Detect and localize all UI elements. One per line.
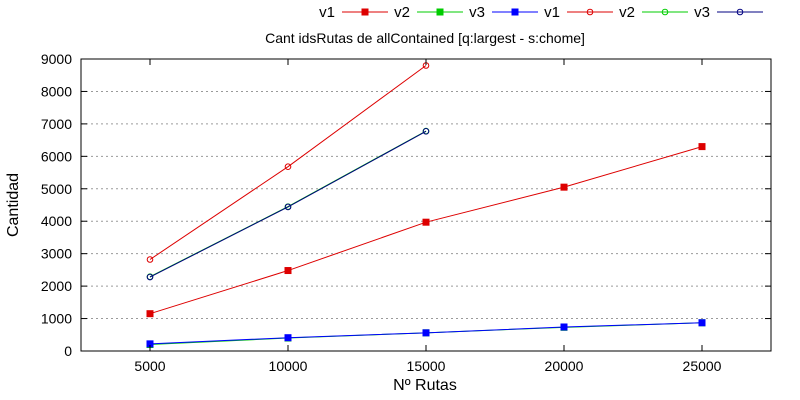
legend-marker — [511, 8, 519, 16]
data-point — [422, 329, 430, 337]
series-line — [149, 146, 703, 315]
series-line — [149, 65, 427, 260]
chart-title: Cant idsRutas de allContained [q:largest… — [265, 30, 585, 46]
series-6 — [146, 128, 430, 281]
series-3 — [146, 319, 706, 348]
legend-entry-6: v3 — [694, 4, 763, 21]
legend-label: v1 — [319, 4, 335, 21]
legend-entry-1: v1 — [319, 4, 388, 21]
x-tick-label: 25000 — [683, 358, 722, 374]
data-point — [284, 334, 292, 342]
legend-entry-3: v3 — [469, 4, 538, 21]
x-tick-label: 15000 — [407, 358, 446, 374]
legend-marker — [361, 8, 369, 16]
data-point — [698, 319, 706, 327]
series-1 — [146, 143, 706, 318]
legend-label: v3 — [694, 4, 710, 21]
series-line — [149, 130, 427, 278]
legend-label: v1 — [544, 4, 560, 21]
legend-label: v2 — [619, 4, 635, 21]
legend-entry-5: v2 — [619, 4, 688, 21]
data-point — [146, 340, 154, 348]
y-tick-label: 7000 — [41, 116, 72, 132]
y-axis: 0 1000 2000 3000 4000 5000 6000 7000 8000 9000 — [41, 51, 771, 359]
data-point — [146, 310, 154, 318]
legend-entry-4: v1 — [544, 4, 613, 21]
x-axis: 5000 10000 15000 20000 25000 — [134, 59, 722, 374]
data-point — [146, 273, 154, 281]
x-tick-label: 20000 — [545, 358, 584, 374]
y-tick-label: 2000 — [41, 278, 72, 294]
data-point — [422, 128, 430, 135]
data-point — [698, 143, 706, 151]
data-point — [422, 218, 430, 226]
y-tick-label: 5000 — [41, 181, 72, 197]
legend-marker — [586, 8, 594, 16]
y-tick-label: 3000 — [41, 246, 72, 262]
series-4 — [146, 62, 430, 263]
data-point — [284, 203, 292, 211]
data-point — [284, 163, 292, 171]
y-tick-label: 0 — [64, 343, 72, 359]
legend-marker — [736, 8, 744, 16]
legend-marker — [661, 8, 669, 16]
y-tick-label: 9000 — [41, 51, 72, 67]
legend-label: v2 — [394, 4, 410, 21]
series-layer — [146, 62, 706, 349]
data-point — [560, 183, 568, 191]
plot-frame — [80, 58, 772, 352]
y-tick-label: 8000 — [41, 83, 72, 99]
x-axis-title: Nº Rutas — [393, 377, 457, 394]
grid-lines — [81, 90, 771, 320]
legend-label: v3 — [469, 4, 485, 21]
y-tick-label: 4000 — [41, 213, 72, 229]
y-axis-title: Cantidad — [5, 173, 22, 237]
x-tick-label: 5000 — [134, 358, 165, 374]
legend-marker — [436, 8, 444, 16]
legend: v1 v2 v3 v1 v2 v3 — [319, 4, 763, 21]
y-tick-label: 1000 — [41, 311, 72, 327]
data-point — [146, 256, 154, 263]
x-tick-label: 10000 — [269, 358, 308, 374]
y-tick-label: 6000 — [41, 148, 72, 164]
data-point — [560, 323, 568, 331]
legend-entry-2: v2 — [394, 4, 463, 21]
data-point — [284, 267, 292, 275]
